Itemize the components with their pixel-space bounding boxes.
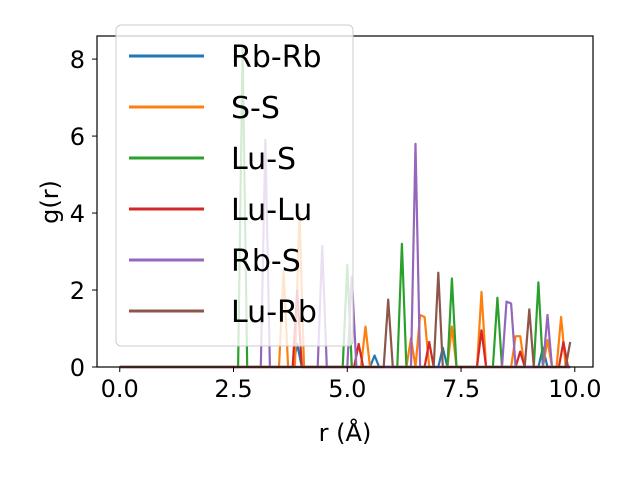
y-tick-label: 8 — [70, 46, 85, 74]
x-tick-label: 7.5 — [442, 375, 480, 403]
y-tick-label: 0 — [70, 354, 85, 382]
legend-label-rb-s: Rb-S — [231, 244, 301, 279]
x-tick-label: 2.5 — [214, 375, 252, 403]
y-axis: 0 2 4 6 8 — [70, 46, 97, 382]
x-tick-label: 0.0 — [101, 375, 139, 403]
legend-label-lu-s: Lu-S — [231, 142, 296, 177]
legend-label-rb-rb: Rb-Rb — [231, 40, 322, 75]
x-axis: 0.0 2.5 5.0 7.5 10.0 — [101, 367, 602, 403]
y-tick-label: 6 — [70, 123, 85, 151]
legend-entries: Rb-Rb S-S Lu-S Lu-Lu Rb-S Lu-Rb — [129, 40, 322, 330]
legend-label-s-s: S-S — [231, 91, 280, 126]
y-tick-label: 4 — [70, 200, 85, 228]
y-axis-label: g(r) — [36, 180, 64, 224]
legend-box — [115, 24, 354, 347]
x-tick-label: 10.0 — [548, 375, 601, 403]
legend: Rb-Rb S-S Lu-S Lu-Lu Rb-S Lu-Rb — [115, 24, 354, 347]
legend-label-lu-lu: Lu-Lu — [231, 193, 312, 228]
x-tick-label: 5.0 — [328, 375, 366, 403]
y-tick-label: 2 — [70, 277, 85, 305]
x-axis-label: r (Å) — [319, 418, 372, 447]
legend-label-lu-rb: Lu-Rb — [231, 295, 317, 330]
